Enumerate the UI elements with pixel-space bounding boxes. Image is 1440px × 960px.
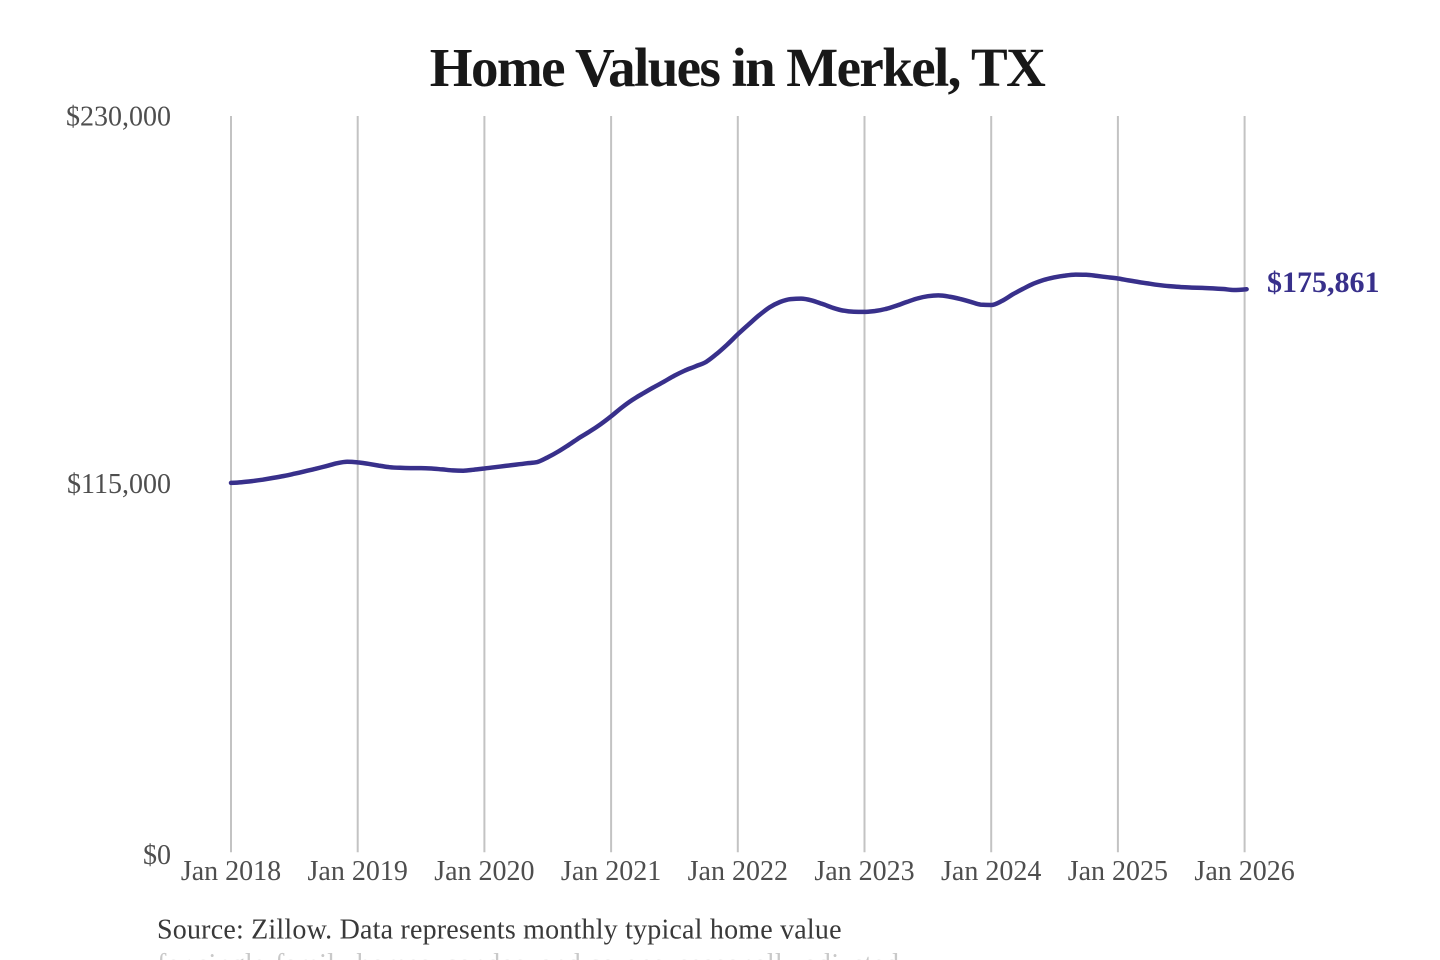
svg-text:Jan 2019: Jan 2019 — [308, 856, 408, 887]
svg-text:Jan 2022: Jan 2022 — [688, 856, 788, 887]
svg-text:Jan 2023: Jan 2023 — [814, 856, 914, 887]
svg-text:Jan 2025: Jan 2025 — [1068, 856, 1168, 887]
svg-text:Jan 2018: Jan 2018 — [181, 856, 281, 887]
svg-text:$115,000: $115,000 — [67, 469, 171, 500]
svg-text:for single-family homes, condo: for single-family homes, condos, and co-… — [157, 949, 906, 960]
svg-text:$175,861: $175,861 — [1267, 266, 1380, 299]
svg-text:Jan 2021: Jan 2021 — [561, 856, 661, 887]
svg-text:$230,000: $230,000 — [66, 102, 171, 133]
svg-text:$0: $0 — [143, 840, 171, 871]
svg-text:Jan 2026: Jan 2026 — [1194, 856, 1294, 887]
svg-text:Home Values in Merkel, TX: Home Values in Merkel, TX — [430, 37, 1046, 98]
svg-text:Jan 2020: Jan 2020 — [434, 856, 534, 887]
svg-text:Source: Zillow. Data represent: Source: Zillow. Data represents monthly … — [157, 915, 842, 946]
svg-text:Jan 2024: Jan 2024 — [941, 856, 1041, 887]
